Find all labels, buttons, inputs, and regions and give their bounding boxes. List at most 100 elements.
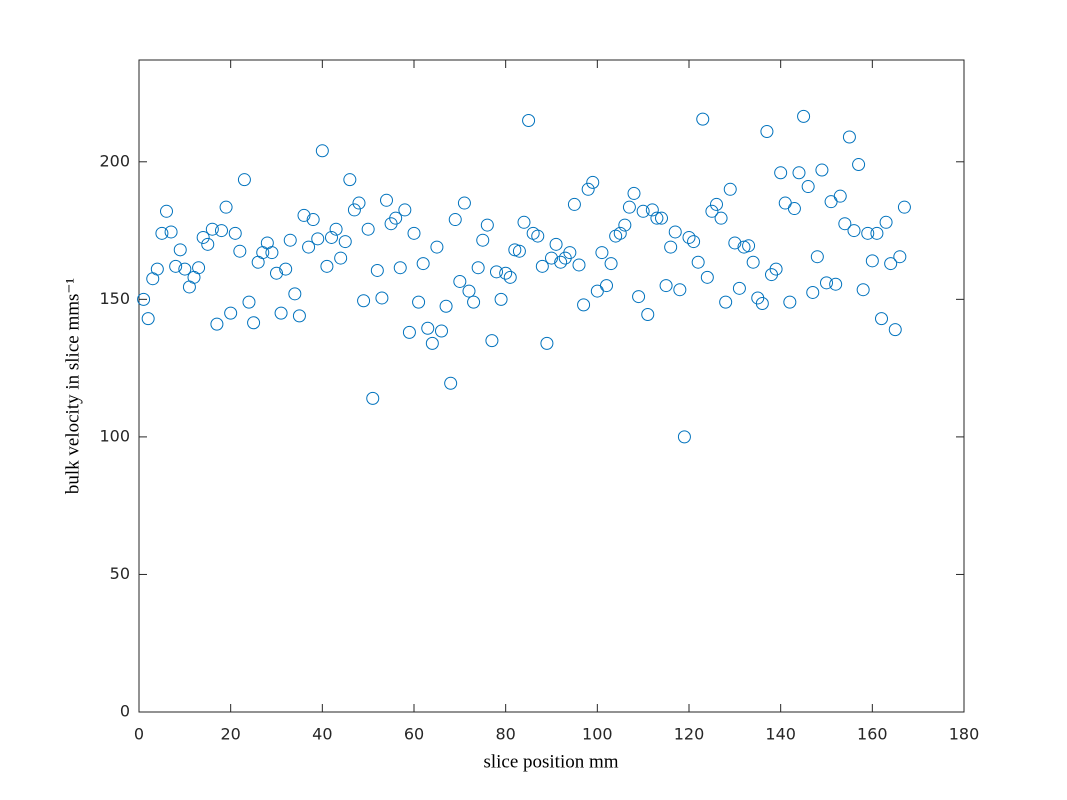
point [632,290,646,304]
point [393,261,407,275]
point [329,222,343,236]
point [366,391,380,405]
point [797,109,811,123]
point [618,218,632,232]
plot-area [138,59,965,713]
point [490,265,503,279]
point [471,261,485,275]
point [893,250,907,264]
point [302,240,316,254]
point [233,244,247,258]
point [416,257,430,271]
point [554,255,568,269]
point [480,218,494,232]
point [164,225,178,239]
y-tick-label: 200 [99,151,130,170]
x-tick-label: 20 [220,725,240,744]
point [884,257,898,271]
point [334,251,348,265]
point [283,233,297,247]
point [347,203,361,217]
point [783,295,797,309]
point [499,266,513,280]
point [141,312,155,326]
point [462,284,476,298]
point [540,336,554,350]
point [531,229,545,243]
x-tick-label: 100 [582,725,613,744]
point [641,307,655,321]
point [201,237,215,251]
point [196,230,210,244]
point [485,334,499,348]
point [338,235,352,249]
point [375,291,389,305]
point [842,130,856,144]
point [503,270,517,284]
point [219,200,233,214]
point [270,266,283,280]
point [604,257,618,271]
x-tick-label: 180 [949,725,980,744]
point [861,226,875,240]
x-axis-label: slice position mm [483,751,618,772]
point [682,230,696,244]
point [435,324,448,338]
x-tick-label: 0 [134,725,144,744]
point [315,144,329,158]
point [572,258,586,272]
x-tick-label: 60 [404,725,424,744]
point [224,306,238,320]
point [522,114,536,128]
point [622,200,636,214]
point [155,226,169,240]
point [242,295,256,309]
point [705,204,719,218]
point [673,283,687,297]
x-tick-label: 160 [857,725,888,744]
x-tick-label: 120 [674,725,705,744]
point [178,262,192,276]
point [549,237,563,251]
y-tick-label: 100 [99,426,130,445]
point [870,226,884,240]
point [650,211,664,225]
point [402,325,416,339]
point [696,112,710,126]
point [714,211,728,225]
point [600,279,613,293]
x-tick-label: 40 [312,725,332,744]
point [247,316,261,330]
point [728,236,742,250]
point [815,163,829,177]
point [494,292,508,306]
point [476,233,490,247]
point [517,215,531,229]
point [737,240,751,254]
point [343,173,357,187]
point [535,259,549,273]
point [755,296,769,310]
point [687,235,701,249]
point [897,200,911,214]
point [453,274,467,288]
point [137,292,151,306]
point [421,321,435,335]
point [829,277,843,291]
point [792,166,806,180]
point [856,283,870,297]
point [677,430,691,444]
point [407,226,421,240]
point [586,175,600,189]
point [732,281,746,295]
point [430,240,444,254]
point [567,197,581,211]
point [719,295,733,309]
point [865,254,879,268]
point [370,263,384,277]
point [577,298,591,312]
point [710,197,723,211]
point [645,203,659,217]
point [169,259,183,273]
